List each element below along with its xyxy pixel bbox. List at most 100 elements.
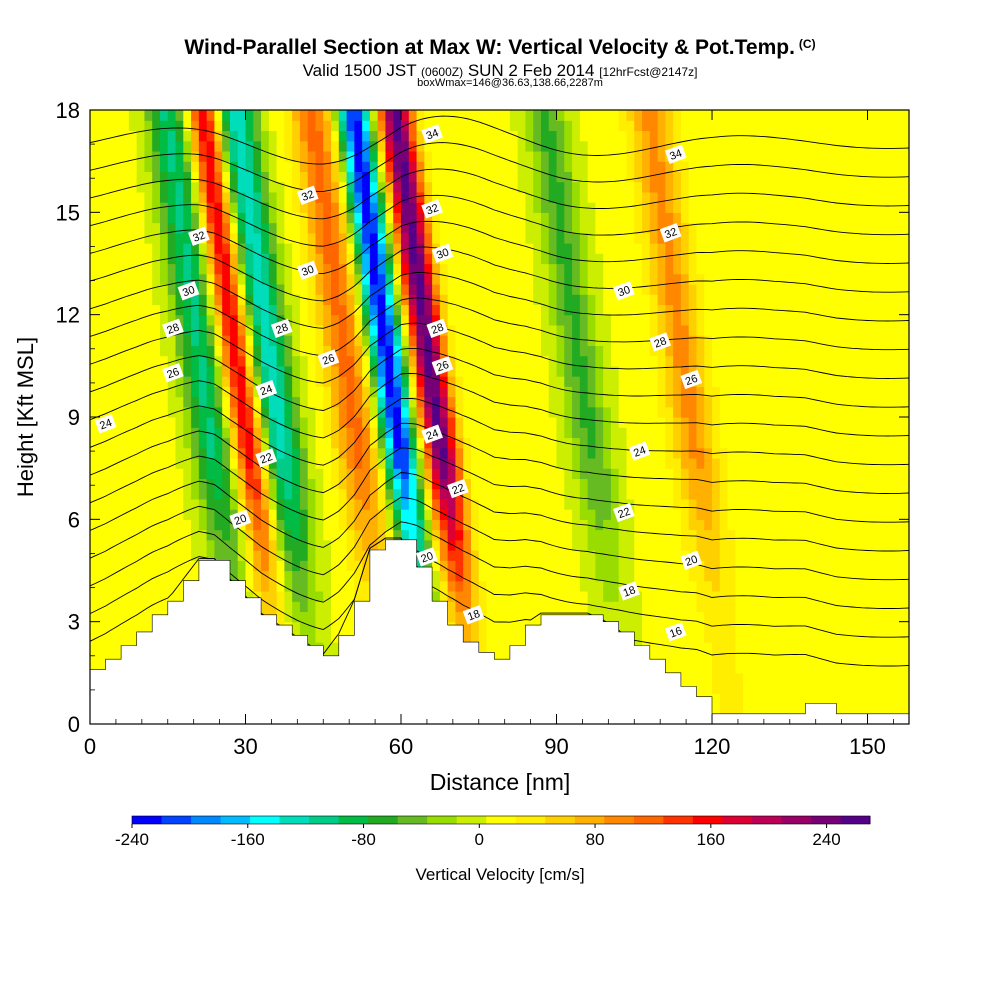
w-cell: [494, 386, 503, 398]
w-cell: [439, 478, 449, 490]
w-cell: [595, 283, 604, 295]
w-cell: [665, 386, 674, 398]
w-cell: [727, 386, 736, 398]
w-cell: [595, 406, 604, 418]
w-cell: [338, 222, 348, 234]
w-cell: [331, 314, 340, 326]
w-cell: [307, 631, 317, 643]
w-cell: [121, 365, 130, 377]
w-cell: [696, 570, 705, 582]
w-cell: [579, 509, 589, 520]
w-cell: [595, 212, 604, 224]
w-cell: [719, 314, 729, 326]
w-cell: [128, 560, 138, 572]
w-cell: [97, 181, 107, 193]
w-cell: [284, 110, 293, 121]
w-cell: [408, 140, 418, 152]
w-cell: [261, 324, 270, 336]
w-cell: [595, 427, 604, 439]
w-cell: [229, 427, 239, 439]
w-cell: [494, 652, 503, 664]
w-cell: [152, 150, 161, 162]
w-cell: [331, 243, 340, 254]
w-cell: [331, 529, 340, 541]
w-cell: [245, 355, 254, 367]
w-cell: [587, 314, 596, 326]
w-cell: [447, 355, 457, 367]
w-cell: [144, 498, 153, 510]
w-cell: [175, 488, 184, 500]
w-cell: [447, 611, 457, 623]
w-cell: [299, 253, 309, 265]
w-cell: [113, 171, 122, 183]
w-cell: [338, 386, 348, 398]
w-cell: [470, 550, 480, 561]
w-cell: [284, 509, 293, 520]
w-cell: [618, 161, 628, 172]
w-cell: [245, 550, 254, 561]
w-cell: [121, 222, 130, 234]
w-cell: [237, 130, 247, 142]
w-cell: [338, 468, 348, 479]
w-cell: [175, 161, 184, 172]
w-cell: [253, 488, 262, 500]
w-cell: [121, 140, 130, 152]
w-cell: [152, 130, 161, 142]
w-cell: [486, 631, 495, 643]
w-cell: [261, 171, 270, 183]
w-cell: [393, 304, 402, 316]
w-cell: [175, 314, 184, 326]
w-cell: [97, 314, 107, 326]
w-cell: [509, 570, 519, 582]
w-cell: [175, 417, 184, 428]
w-cell: [548, 222, 558, 234]
w-cell: [299, 447, 309, 459]
w-cell: [369, 253, 379, 265]
w-cell: [642, 427, 651, 439]
w-cell: [626, 468, 635, 479]
w-cell: [284, 386, 293, 398]
w-cell: [167, 140, 177, 152]
w-cell: [564, 110, 573, 121]
w-cell: [540, 539, 550, 551]
w-cell: [688, 590, 698, 602]
w-cell: [113, 222, 122, 234]
w-cell: [610, 570, 620, 582]
w-cell: [416, 273, 425, 285]
w-cell: [548, 202, 558, 213]
w-cell: [432, 560, 441, 572]
w-cell: [509, 365, 519, 377]
w-cell: [447, 468, 457, 479]
w-cell: [424, 191, 433, 203]
w-cell: [159, 355, 169, 367]
w-cell: [183, 447, 192, 459]
w-cell: [167, 580, 177, 592]
w-cell: [214, 417, 223, 428]
w-cell: [470, 222, 480, 234]
w-cell: [618, 304, 628, 316]
w-cell: [680, 529, 690, 541]
w-cell: [362, 376, 371, 387]
w-cell: [587, 130, 596, 142]
w-cell: [331, 335, 340, 346]
w-cell: [657, 590, 666, 602]
w-cell: [152, 550, 161, 561]
w-cell: [564, 294, 573, 306]
w-cell: [634, 427, 643, 439]
w-cell: [97, 396, 107, 408]
w-cell: [642, 529, 651, 541]
w-cell: [416, 447, 425, 459]
w-cell: [649, 601, 659, 613]
w-cell: [362, 253, 371, 265]
w-cell: [556, 202, 565, 213]
w-cell: [564, 314, 573, 326]
w-cell: [128, 621, 138, 633]
w-cell: [564, 468, 573, 479]
w-cell: [478, 314, 488, 326]
w-cell: [416, 488, 425, 500]
w-cell: [105, 478, 114, 490]
w-cell: [408, 181, 418, 193]
w-cell: [587, 376, 596, 387]
w-cell: [253, 457, 262, 469]
w-cell: [634, 283, 643, 295]
